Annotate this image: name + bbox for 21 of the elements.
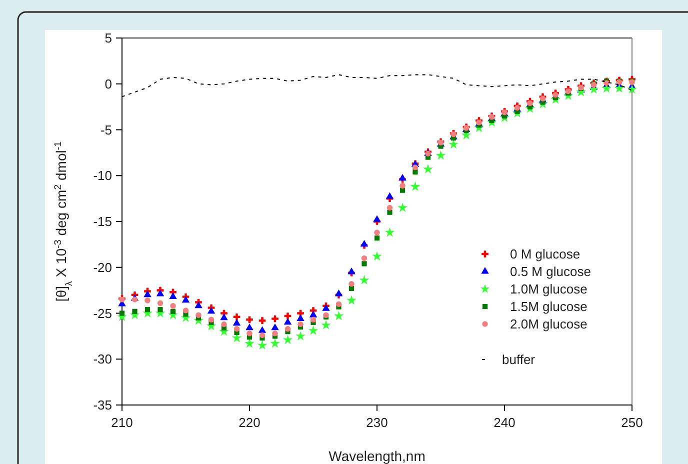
x-tick-label: 210: [111, 415, 133, 430]
legend-label: 1.5M glucose: [510, 299, 588, 314]
y-tick-label: -5: [100, 122, 112, 138]
y-tick-label: -35: [93, 398, 112, 412]
y-tick-label: 0: [104, 76, 112, 92]
x-axis-title: Wavelength,nm: [328, 448, 426, 464]
y-tick-label: -10: [93, 168, 112, 184]
x-tick-label: 220: [238, 415, 260, 430]
y-tick-label: -25: [93, 306, 112, 321]
y-tick-label: -30: [93, 352, 112, 367]
y-tick-label: -20: [93, 260, 112, 275]
x-tick-label: 240: [494, 415, 516, 430]
x-tick-label: 230: [366, 415, 388, 430]
legend-label: 0.5 M glucose: [510, 264, 591, 279]
x-tick-label: 250: [621, 415, 643, 430]
y-tick-label: -15: [93, 214, 112, 229]
legend-label: 0 M glucose: [510, 246, 580, 262]
legend-label: 1.0M glucose: [510, 282, 588, 296]
legend-label: 2.0M glucose: [510, 316, 588, 332]
legend-label: buffer: [502, 352, 536, 367]
y-tick-label: 5: [104, 30, 112, 46]
